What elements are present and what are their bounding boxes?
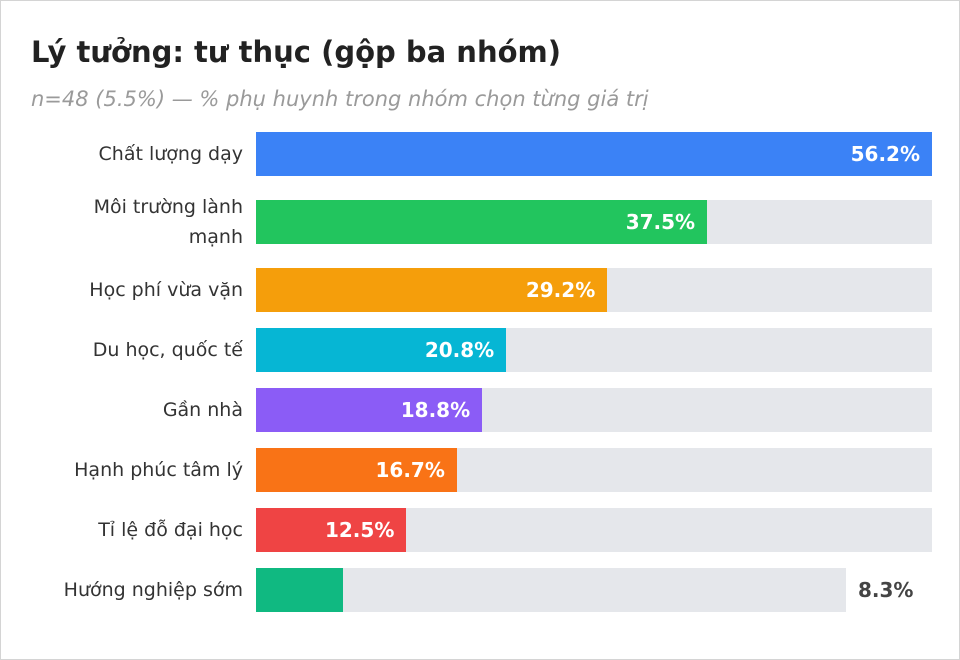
data-label: 12.5%	[324, 518, 395, 542]
bar-row: Chất lượng dạy 56.2%	[1, 132, 960, 176]
bar-track	[256, 568, 846, 612]
bar-row: Tỉ lệ đỗ đại học 12.5%	[1, 508, 960, 552]
y-tick-label: Hạnh phúc tâm lý	[74, 459, 243, 481]
bar-plot: 8.3%	[256, 568, 932, 612]
bar	[256, 200, 708, 244]
bar	[256, 568, 344, 612]
bar-row: Môi trường lành mạnh 37.5%	[1, 192, 960, 252]
bar-plot: 18.8%	[256, 388, 932, 432]
bar-plot: 29.2%	[256, 268, 932, 312]
bar-plot: 12.5%	[256, 508, 932, 552]
bar-plot: 20.8%	[256, 328, 932, 372]
bar-row: Gần nhà 18.8%	[1, 388, 960, 432]
bar-row: Hạnh phúc tâm lý 16.7%	[1, 448, 960, 492]
y-tick-label: Môi trường lành mạnh	[93, 196, 243, 248]
bar-row: Học phí vừa vặn 29.2%	[1, 268, 960, 312]
data-label: 8.3%	[858, 578, 914, 602]
data-label: 29.2%	[525, 278, 596, 302]
bar	[256, 132, 932, 176]
y-tick-label: Chất lượng dạy	[98, 143, 243, 165]
data-label: 37.5%	[625, 210, 696, 234]
bar-plot: 37.5%	[256, 200, 932, 244]
chart-title: Lý tưởng: tư thục (gộp ba nhóm)	[31, 35, 561, 69]
bar-plot: 56.2%	[256, 132, 932, 176]
y-tick-label: Gần nhà	[162, 399, 243, 421]
y-tick-label: Du học, quốc tế	[92, 339, 243, 361]
y-tick-label: Học phí vừa vặn	[89, 279, 243, 301]
bar	[256, 268, 608, 312]
bar	[256, 388, 483, 432]
bar	[256, 328, 507, 372]
data-label: 20.8%	[424, 338, 495, 362]
bar-plot: 16.7%	[256, 448, 932, 492]
bar-row: Du học, quốc tế 20.8%	[1, 328, 960, 372]
data-label: 16.7%	[375, 458, 445, 482]
data-label: 18.8%	[400, 398, 471, 422]
plot-area: Chất lượng dạy 56.2% Môi trường lành mạnh 3…	[1, 132, 960, 612]
bar	[256, 448, 457, 492]
y-tick-label: Tỉ lệ đỗ đại học	[98, 519, 243, 541]
bar	[256, 508, 407, 552]
bar-row: Hướng nghiệp sớm 8.3%	[1, 568, 960, 612]
chart-subtitle: n=48 (5.5%) — % phụ huynh trong nhóm chọ…	[31, 87, 649, 111]
y-tick-label: Hướng nghiệp sớm	[63, 579, 243, 601]
data-label: 56.2%	[850, 142, 920, 166]
